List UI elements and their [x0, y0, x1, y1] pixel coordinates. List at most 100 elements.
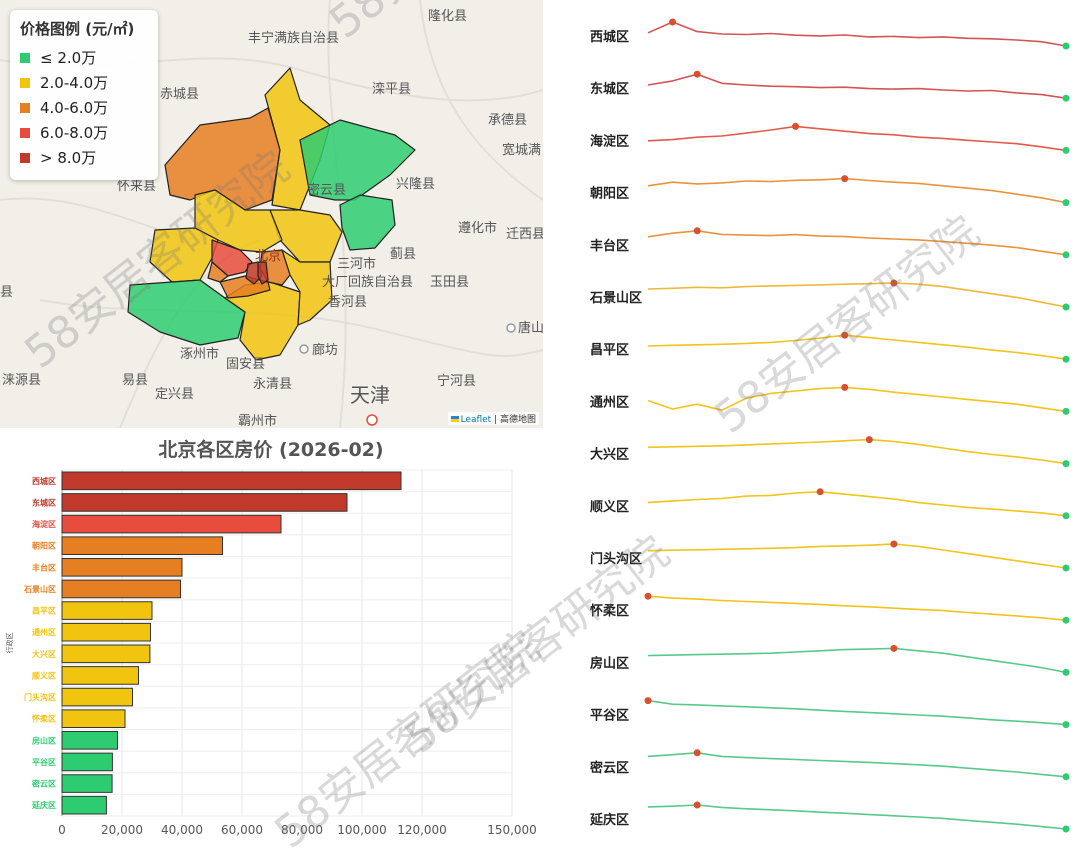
tangshan-city-marker	[506, 323, 516, 333]
map-place-label: 永清县	[253, 377, 292, 392]
district-mentougou	[149, 227, 219, 283]
map-place-label: 遵化市	[458, 220, 497, 236]
district-price-map[interactable]: 隆化县 丰宁满族自治县 赤城县 滦平县 承德县 宽城满 怀来县 兴隆县 遵化市 迁西县 蓟县 三河市大…	[0, 0, 543, 428]
sparkline	[647, 438, 1067, 465]
bar	[61, 731, 118, 750]
sparkline-label: 昌平区	[590, 343, 629, 358]
bar-category-label: 门头沟区	[24, 692, 56, 702]
sparkline-latest-marker	[1062, 721, 1070, 729]
sparkline-label: 平谷区	[590, 708, 629, 724]
bar-x-tick-label: 20,000	[101, 823, 143, 837]
map-place-label: 涿州市	[180, 346, 219, 362]
map-road	[419, 0, 543, 201]
tianjin-city-marker	[366, 414, 378, 426]
legend-label: 2.0-4.0万	[40, 74, 109, 92]
map-place-label: 廊坊	[312, 342, 338, 358]
bar-x-tick-label: 60,000	[221, 823, 263, 837]
sparkline	[647, 334, 1067, 360]
sparkline-peak-marker	[693, 70, 701, 78]
map-place-label: 隆化县	[428, 9, 467, 24]
district-trend-sparklines: 西城区 东城区 海淀区 朝阳区 丰台区 石景山区 昌平区 通州区 大兴区 顺义区 门头沟区 怀柔区 房山…	[543, 0, 1080, 850]
sparkline-label: 通州区	[590, 394, 629, 410]
bar	[61, 666, 139, 685]
sparkline-peak-marker	[841, 331, 849, 339]
sparkline-latest-marker	[1062, 407, 1070, 415]
bar	[61, 558, 183, 577]
sparkline-peak-marker	[693, 749, 701, 757]
sparkline	[647, 543, 1067, 569]
sparkline-peak-marker	[644, 697, 652, 705]
bar-x-tick-label: 80,000	[281, 823, 323, 837]
district-fengtai	[219, 275, 271, 299]
district-shijingshan	[207, 261, 229, 283]
legend-swatch	[20, 152, 30, 163]
district-tongzhou	[281, 249, 333, 326]
sparkline-peak-marker	[841, 383, 849, 391]
bar-x-tick-label: 100,000	[337, 823, 387, 837]
map-place-label: 易县	[122, 373, 148, 388]
sparkline-peak-marker	[644, 592, 652, 600]
sparkline-latest-marker	[1062, 146, 1070, 154]
bar-x-tick-label: 120,000	[397, 823, 447, 837]
bar-category-label: 延庆区	[31, 800, 56, 810]
bar-category-label: 海淀区	[32, 519, 56, 529]
bar-category-label: 房山区	[32, 735, 56, 745]
legend-rows: ≤ 2.0万 2.0-4.0万 4.0-6.0万 6.0-8.0万 > 8.0万	[20, 45, 148, 170]
sparkline-latest-marker	[1062, 42, 1070, 50]
bar-category-label: 丰台区	[32, 562, 56, 572]
bar	[61, 471, 402, 491]
map-place-label: 承德县	[488, 113, 527, 128]
sparkline	[647, 125, 1067, 152]
sparkline	[647, 386, 1067, 413]
sparkline-label: 顺义区	[590, 499, 629, 515]
sparklines-svg: 西城区东城区海淀区朝阳区丰台区石景山区昌平区通州区大兴区顺义区门头沟区怀柔区房山…	[589, 18, 1070, 833]
bar-category-label: 东城区	[32, 497, 56, 507]
map-place-label: 丰宁满族自治县	[248, 30, 339, 46]
bar	[61, 774, 113, 793]
sparkline-label: 怀柔区	[590, 603, 629, 619]
sparkline	[647, 230, 1067, 256]
langfang-city-marker	[299, 344, 309, 354]
district-miyun	[299, 119, 416, 201]
legend-swatch	[20, 127, 30, 138]
legend-item: ≤ 2.0万	[20, 45, 148, 70]
map-place-label: 大厂回族自治县	[322, 274, 413, 290]
sparkline-latest-marker	[1062, 94, 1070, 102]
sparkline-peak-marker	[890, 540, 898, 548]
leaflet-link[interactable]: Leaflet	[460, 415, 492, 425]
map-place-label: 唐山	[518, 320, 543, 336]
sparkline	[647, 595, 1067, 621]
map-place-label: 天津	[350, 383, 390, 407]
bar-x-tick-label: 40,000	[161, 823, 203, 837]
sparkline-label: 大兴区	[590, 447, 629, 463]
sparkline-label: 房山区	[590, 655, 629, 671]
map-place-label: 赤城县	[160, 87, 199, 102]
map-place-label: 兴隆县	[396, 177, 435, 192]
sparkline	[647, 647, 1067, 674]
bar	[61, 752, 113, 772]
map-place-label: 县	[0, 285, 13, 300]
sparkline-latest-marker	[1062, 251, 1070, 259]
legend-item: 2.0-4.0万	[20, 70, 148, 95]
bar	[61, 622, 151, 642]
bar-y-axis-label: 行政区	[5, 633, 14, 654]
sparkline-label: 石景山区	[589, 290, 642, 306]
sparkline	[647, 699, 1067, 726]
legend-item: > 8.0万	[20, 145, 148, 170]
legend-swatch	[20, 52, 30, 63]
sparkline-peak-marker	[669, 18, 677, 26]
map-place-label: 固安县	[226, 357, 265, 372]
map-road	[39, 299, 543, 357]
bar-category-label: 朝阳区	[32, 541, 56, 551]
sparkline-latest-marker	[1062, 355, 1070, 363]
legend-label: > 8.0万	[40, 149, 97, 167]
sparkline-latest-marker	[1062, 616, 1070, 624]
bar-category-label: 大兴区	[32, 649, 56, 659]
attribution-provider: 高德地图	[499, 415, 536, 425]
sparkline-peak-marker	[816, 488, 824, 496]
bar-category-label: 石景山区	[23, 584, 56, 594]
bar-chart-svg: 北京各区房价 (2026-02) 西城区东城区海淀区朝阳区丰台区石景山区昌平区通州…	[5, 438, 537, 837]
sparkline-latest-marker	[1062, 303, 1070, 311]
sparkline	[647, 752, 1067, 778]
